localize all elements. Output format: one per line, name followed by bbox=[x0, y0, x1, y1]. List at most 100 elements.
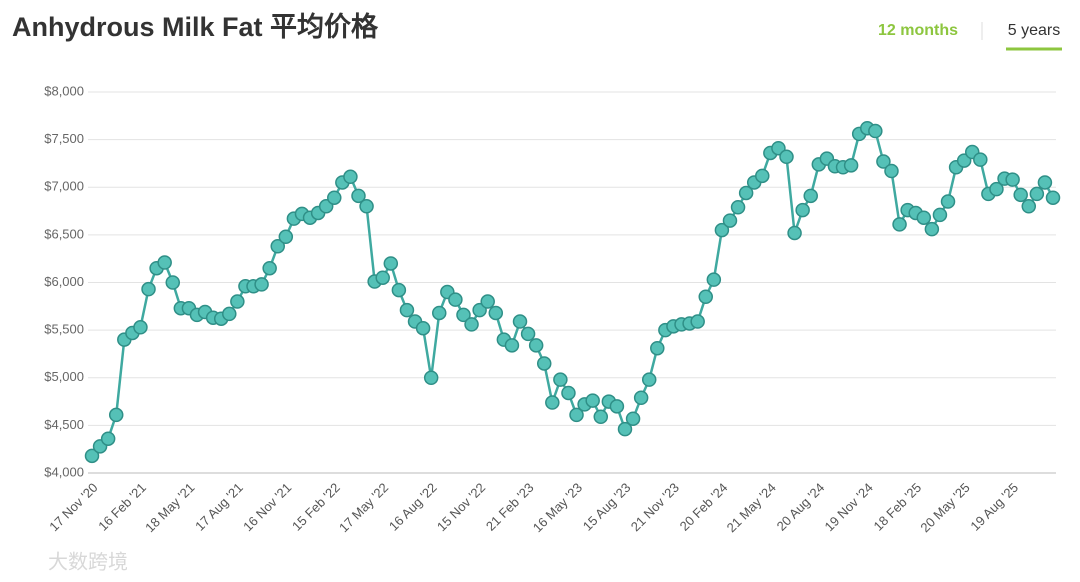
x-tick-label: 20 Feb '24 bbox=[677, 480, 731, 534]
data-point bbox=[650, 340, 665, 356]
data-point bbox=[230, 294, 245, 309]
series-line bbox=[91, 126, 1055, 457]
tab[interactable]: 12 months bbox=[878, 22, 958, 39]
data-point bbox=[795, 202, 810, 218]
chart-title: Anhydrous Milk Fat 平均价格 bbox=[12, 12, 379, 42]
data-point bbox=[1037, 175, 1053, 190]
data-point bbox=[383, 256, 399, 271]
data-point bbox=[165, 275, 181, 290]
y-tick-label: $5,500 bbox=[44, 322, 84, 337]
data-point bbox=[714, 222, 730, 238]
data-point bbox=[157, 255, 172, 270]
y-tick-label: $4,000 bbox=[44, 464, 84, 479]
y-tick-label: $6,000 bbox=[44, 274, 84, 289]
data-point bbox=[262, 260, 277, 276]
data-point bbox=[932, 207, 948, 223]
data-point bbox=[100, 431, 116, 446]
x-tick-label: 17 Aug '21 bbox=[192, 480, 246, 534]
data-point bbox=[1005, 172, 1020, 187]
data-point bbox=[222, 306, 237, 322]
y-tick-label: $7,000 bbox=[44, 179, 84, 194]
data-point bbox=[528, 338, 544, 353]
x-tick-label: 21 May '24 bbox=[724, 480, 779, 535]
x-tick-label: 18 Feb '25 bbox=[871, 480, 925, 534]
data-point bbox=[738, 185, 754, 201]
data-point bbox=[399, 302, 415, 318]
x-tick-label: 16 Feb '21 bbox=[95, 480, 149, 534]
data-point bbox=[415, 320, 431, 336]
data-point bbox=[480, 294, 495, 309]
data-point bbox=[432, 305, 447, 321]
x-tick-label: 16 Nov '21 bbox=[240, 480, 294, 534]
data-point bbox=[868, 123, 883, 139]
data-point bbox=[545, 395, 560, 410]
x-tick-label: 19 Aug '25 bbox=[967, 480, 1021, 534]
x-tick-label: 17 Nov '20 bbox=[46, 480, 100, 534]
data-point bbox=[973, 152, 988, 167]
data-point bbox=[504, 338, 520, 353]
data-point bbox=[375, 270, 390, 285]
data-point bbox=[391, 282, 407, 298]
y-tick-label: $8,000 bbox=[44, 83, 84, 98]
data-point bbox=[512, 314, 528, 329]
x-tick-label: 15 Nov '22 bbox=[434, 480, 488, 534]
x-tick-label: 15 Aug '23 bbox=[580, 480, 634, 534]
x-tick-label: 16 Aug '22 bbox=[386, 480, 440, 534]
data-point bbox=[520, 326, 536, 342]
y-tick-label: $4,500 bbox=[44, 417, 84, 432]
data-point bbox=[876, 154, 891, 169]
data-point bbox=[351, 188, 366, 204]
data-point bbox=[755, 168, 770, 184]
data-point bbox=[989, 181, 1004, 197]
data-point bbox=[730, 200, 746, 215]
data-point bbox=[706, 272, 722, 287]
data-point bbox=[690, 314, 705, 329]
y-tick-label: $5,000 bbox=[44, 369, 84, 384]
data-point bbox=[916, 210, 932, 225]
data-point bbox=[924, 221, 940, 237]
data-point bbox=[108, 407, 124, 423]
data-point bbox=[254, 277, 269, 292]
data-point bbox=[448, 292, 463, 307]
data-point bbox=[1021, 199, 1037, 214]
data-point bbox=[327, 190, 342, 205]
data-point bbox=[609, 399, 625, 414]
data-point bbox=[133, 320, 148, 335]
data-point bbox=[553, 372, 568, 387]
data-point bbox=[270, 239, 285, 254]
data-point bbox=[892, 217, 907, 232]
data-point bbox=[84, 448, 100, 464]
tab[interactable]: 5 years bbox=[1008, 22, 1060, 39]
data-point bbox=[633, 390, 649, 406]
data-point bbox=[940, 194, 956, 209]
data-point bbox=[617, 421, 633, 437]
data-point bbox=[1013, 187, 1028, 203]
x-tick-label: 15 Feb '22 bbox=[289, 480, 343, 534]
data-point bbox=[1029, 186, 1045, 202]
data-point bbox=[593, 409, 609, 425]
data-point bbox=[779, 149, 794, 165]
x-tick-label: 19 Nov '24 bbox=[822, 480, 876, 534]
data-point bbox=[625, 411, 641, 426]
data-point bbox=[561, 385, 576, 401]
data-point bbox=[884, 163, 899, 179]
data-point bbox=[536, 356, 552, 371]
y-tick-label: $6,500 bbox=[44, 226, 84, 241]
data-point bbox=[843, 158, 859, 173]
data-point bbox=[641, 372, 657, 387]
data-point bbox=[488, 305, 504, 321]
data-point bbox=[141, 281, 156, 297]
x-tick-label: 21 Nov '23 bbox=[628, 480, 682, 534]
data-point bbox=[1045, 190, 1061, 205]
data-point bbox=[698, 289, 713, 305]
data-point bbox=[569, 407, 584, 423]
data-point bbox=[787, 225, 802, 241]
y-tick-label: $7,500 bbox=[44, 131, 84, 146]
x-tick-label: 18 May '21 bbox=[142, 480, 197, 535]
data-point bbox=[722, 213, 738, 228]
x-tick-label: 17 May '22 bbox=[336, 480, 391, 535]
x-tick-label: 16 May '23 bbox=[530, 480, 585, 535]
x-tick-label: 20 Aug '24 bbox=[774, 480, 828, 534]
